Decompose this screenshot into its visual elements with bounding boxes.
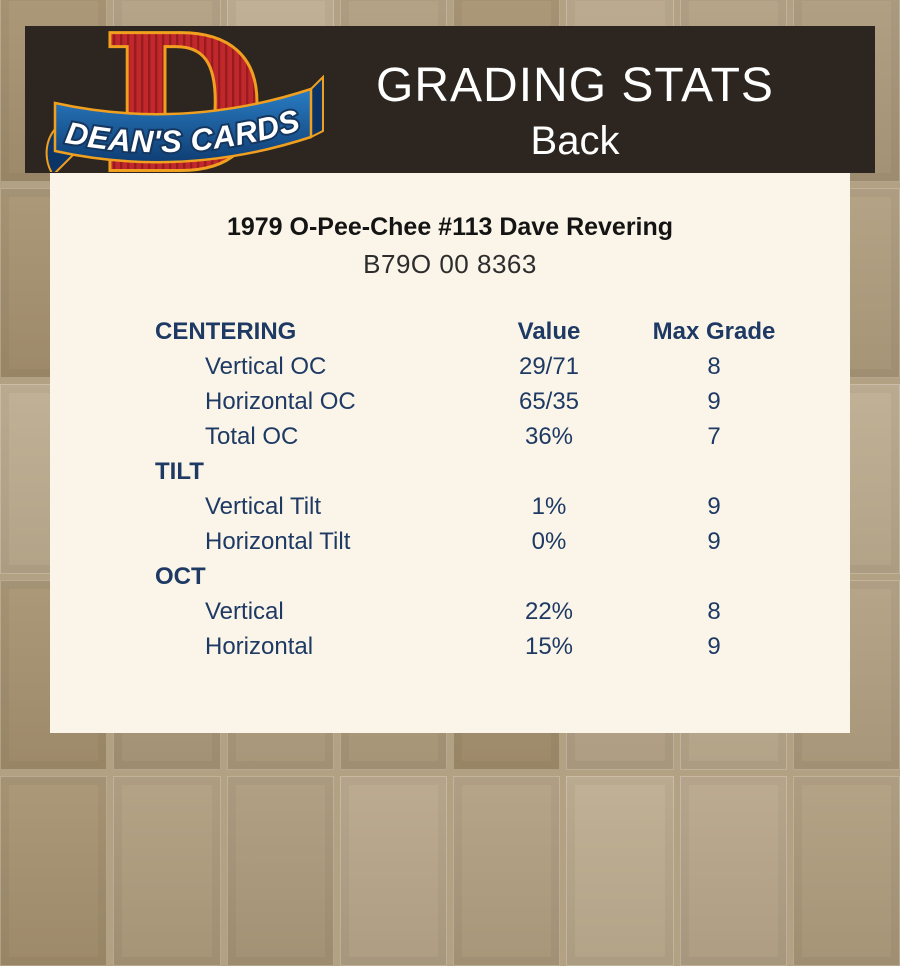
- row-max-grade: 8: [707, 352, 721, 380]
- table-section-row: OCT: [155, 559, 779, 594]
- table-row: Vertical 22% 8: [155, 594, 779, 629]
- row-label: Total OC: [205, 422, 299, 450]
- section-label-centering: CENTERING: [155, 317, 297, 345]
- row-value: 36%: [524, 422, 574, 450]
- deans-cards-logo[interactable]: D DEAN'S CARDS: [43, 31, 325, 172]
- column-header-max-grade: Max Grade: [652, 317, 776, 345]
- table-row: Vertical OC 29/71 8: [155, 349, 779, 384]
- row-label: Vertical OC: [205, 352, 327, 380]
- row-label: Vertical Tilt: [205, 492, 322, 520]
- ribbon-banner: [53, 87, 313, 164]
- row-value: 1%: [531, 492, 567, 520]
- card-title: 1979 O-Pee-Chee #113 Dave Revering: [226, 213, 674, 241]
- row-max-grade: 9: [707, 632, 721, 660]
- table-row: Vertical Tilt 1% 9: [155, 489, 779, 524]
- row-max-grade: 9: [707, 492, 721, 520]
- row-value: 15%: [524, 632, 574, 660]
- bg-card: [792, 776, 900, 966]
- grading-stats-table: CENTERING Value Max Grade Vertical OC 29…: [155, 314, 779, 664]
- header-titles: GRADING STATS Back: [325, 26, 825, 173]
- table-row: Horizontal 15% 9: [155, 629, 779, 664]
- bg-card: [339, 776, 447, 966]
- table-row: Horizontal OC 65/35 9: [155, 384, 779, 419]
- bg-card: [566, 776, 674, 966]
- row-label: Horizontal: [205, 632, 314, 660]
- row-value: 29/71: [518, 352, 580, 380]
- ribbon-right-fold: [310, 74, 324, 139]
- card-serial-number: B79O 00 8363: [363, 249, 537, 279]
- row-max-grade: 9: [707, 387, 721, 415]
- bg-card: [0, 776, 108, 966]
- row-max-grade: 9: [707, 527, 721, 555]
- row-value: 22%: [524, 597, 574, 625]
- row-label: Vertical: [205, 597, 284, 625]
- bg-card: [226, 776, 334, 966]
- row-max-grade: 8: [707, 597, 721, 625]
- bg-card: [679, 776, 787, 966]
- page-title: GRADING STATS: [376, 59, 774, 112]
- section-label-tilt: TILT: [155, 457, 204, 485]
- table-row: Horizontal Tilt 0% 9: [155, 524, 779, 559]
- row-label: Horizontal Tilt: [205, 527, 351, 555]
- page-subtitle: Back: [530, 119, 620, 163]
- section-label-oct: OCT: [155, 562, 206, 590]
- row-value: 65/35: [518, 387, 580, 415]
- table-header-row: CENTERING Value Max Grade: [155, 314, 779, 349]
- header-bar: D DEAN'S CARDS GRADING STATS Back: [25, 26, 875, 173]
- column-header-value: Value: [517, 317, 581, 345]
- bg-card: [453, 776, 561, 966]
- table-section-row: TILT: [155, 454, 779, 489]
- grading-stats-panel: 1979 O-Pee-Chee #113 Dave Revering B79O …: [50, 173, 850, 733]
- row-value: 0%: [531, 527, 567, 555]
- row-label: Horizontal OC: [205, 387, 356, 415]
- table-row: Total OC 36% 7: [155, 419, 779, 454]
- bg-card: [113, 776, 221, 966]
- row-max-grade: 7: [707, 422, 721, 450]
